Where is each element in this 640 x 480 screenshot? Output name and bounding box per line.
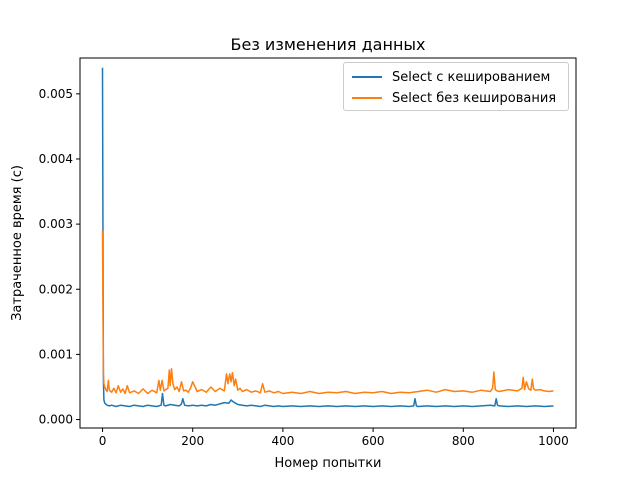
y-tick-label: 0.005: [39, 87, 73, 101]
x-tick-label: 200: [181, 434, 204, 448]
x-tick-label: 400: [271, 434, 294, 448]
y-tick-label: 0.000: [39, 413, 73, 427]
x-tick-label: 1000: [538, 434, 569, 448]
chart-title: Без изменения данных: [231, 35, 426, 54]
y-tick-label: 0.003: [39, 217, 73, 231]
x-tick-label: 800: [452, 434, 475, 448]
y-tick-label: 0.004: [39, 152, 73, 166]
x-axis-label: Номер попытки: [274, 456, 381, 471]
series-layer: [101, 67, 554, 408]
series-line-0: [101, 67, 554, 408]
y-ticks: 0.000 0.001 0.002 0.003 0.004 0.005: [39, 87, 80, 427]
legend-label-cached: Select с кешированием: [392, 69, 551, 85]
legend: Select с кешированием Select без кеширов…: [343, 62, 569, 111]
legend-swatch-cached: [352, 76, 382, 78]
x-ticks: 0 200 400 600 800 1000: [99, 428, 569, 448]
legend-entry-cached: Select с кешированием: [352, 67, 550, 87]
legend-entry-uncached: Select без кеширования: [352, 88, 556, 108]
y-axis-label: Затраченное время (с): [10, 165, 25, 321]
x-tick-label: 600: [362, 434, 385, 448]
x-tick-label: 0: [99, 434, 107, 448]
y-tick-label: 0.002: [39, 282, 73, 296]
y-tick-label: 0.001: [39, 347, 73, 361]
legend-label-uncached: Select без кеширования: [392, 90, 557, 106]
legend-swatch-uncached: [352, 97, 382, 99]
series-line-1: [101, 230, 554, 395]
plot-frame: [79, 57, 577, 429]
